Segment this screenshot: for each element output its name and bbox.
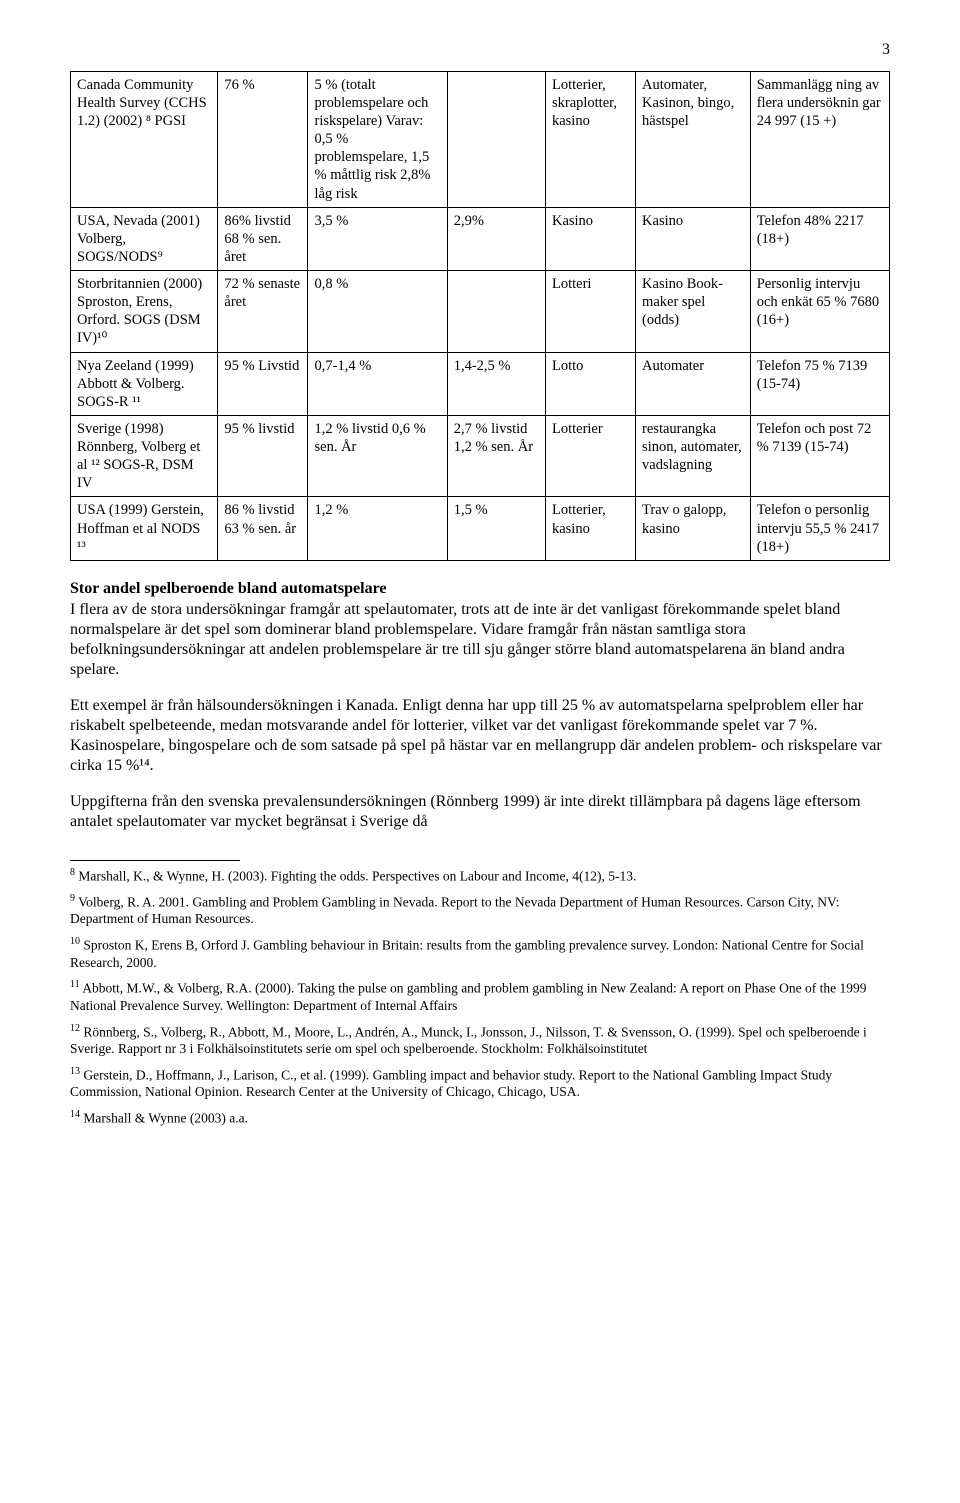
table-cell [447,271,545,353]
table-cell: Telefon och post 72 % 7139 (15-74) [750,415,889,497]
footnote: 12 Rönnberg, S., Volberg, R., Abbott, M.… [70,1023,890,1058]
table-cell: Telefon 48% 2217 (18+) [750,207,889,270]
footnote-text: Volberg, R. A. 2001. Gambling and Proble… [70,894,840,926]
table-cell: Lotterier [545,415,635,497]
table-cell: Lotteri [545,271,635,353]
footnote: 13 Gerstein, D., Hoffmann, J., Larison, … [70,1066,890,1101]
body-paragraph: Uppgifterna från den svenska prevalensun… [70,792,890,832]
footnote: 14 Marshall & Wynne (2003) a.a. [70,1109,890,1127]
table-cell: Telefon o personlig intervju 55,5 % 2417… [750,497,889,560]
table-row: Storbritannien (2000) Sproston, Erens, O… [71,271,890,353]
footnote-text: Marshall, K., & Wynne, H. (2003). Fighti… [75,868,636,883]
table-cell: 1,4-2,5 % [447,352,545,415]
subheading: Stor andel spelberoende bland automatspe… [70,579,890,600]
footnote-text: Abbott, M.W., & Volberg, R.A. (2000). Ta… [70,981,866,1013]
footnote-text: Sproston K, Erens B, Orford J. Gambling … [70,938,864,970]
table-cell: Kasino [636,207,751,270]
footnote: 11 Abbott, M.W., & Volberg, R.A. (2000).… [70,979,890,1014]
table-cell: Storbritannien (2000) Sproston, Erens, O… [71,271,218,353]
footnote-text: Gerstein, D., Hoffmann, J., Larison, C.,… [70,1067,832,1099]
table-cell: 5 % (totalt problemspelare och riskspela… [308,71,447,207]
prevalence-table: Canada Community Health Survey (CCHS 1.2… [70,71,890,561]
table-row: USA, Nevada (2001) Volberg, SOGS/NODS⁹86… [71,207,890,270]
table-cell: 95 % Livstid [218,352,308,415]
table-cell: 2,7 % livstid 1,2 % sen. År [447,415,545,497]
table-cell: Lotto [545,352,635,415]
footnote: 8 Marshall, K., & Wynne, H. (2003). Figh… [70,867,890,885]
footnote-mark: 10 [70,936,80,947]
footnote-text: Marshall & Wynne (2003) a.a. [80,1111,248,1126]
table-cell: Canada Community Health Survey (CCHS 1.2… [71,71,218,207]
table-cell: 1,5 % [447,497,545,560]
footnote-mark: 11 [70,979,80,990]
table-cell: Sammanlägg ning av flera undersöknin gar… [750,71,889,207]
table-cell: Sverige (1998) Rönnberg, Volberg et al ¹… [71,415,218,497]
table-cell: Personlig intervju och enkät 65 % 7680 (… [750,271,889,353]
table-cell: 1,2 % livstid 0,6 % sen. År [308,415,447,497]
page-number: 3 [70,40,890,61]
table-row: Nya Zeeland (1999) Abbott & Volberg. SOG… [71,352,890,415]
footnote-text: Rönnberg, S., Volberg, R., Abbott, M., M… [70,1024,867,1056]
footnote-separator [70,860,240,861]
table-cell: 1,2 % [308,497,447,560]
table-cell: 86 % livstid 63 % sen. år [218,497,308,560]
table-cell: 3,5 % [308,207,447,270]
table-cell: Lotterier, kasino [545,497,635,560]
table-cell: Telefon 75 % 7139 (15-74) [750,352,889,415]
table-cell [447,71,545,207]
footnote-mark: 13 [70,1066,80,1077]
table-row: Canada Community Health Survey (CCHS 1.2… [71,71,890,207]
table-cell: 0,7-1,4 % [308,352,447,415]
table-cell: 95 % livstid [218,415,308,497]
table-cell: USA, Nevada (2001) Volberg, SOGS/NODS⁹ [71,207,218,270]
table-cell: Kasino Book-maker spel (odds) [636,271,751,353]
table-row: USA (1999) Gerstein, Hoffman et al NODS … [71,497,890,560]
footnote-mark: 14 [70,1109,80,1120]
table-cell: restaurangka sinon, automater, vadslagni… [636,415,751,497]
footnote: 9 Volberg, R. A. 2001. Gambling and Prob… [70,893,890,928]
table-row: Sverige (1998) Rönnberg, Volberg et al ¹… [71,415,890,497]
table-cell: Automater [636,352,751,415]
footnote: 10 Sproston K, Erens B, Orford J. Gambli… [70,936,890,971]
table-cell: Trav o galopp, kasino [636,497,751,560]
table-cell: USA (1999) Gerstein, Hoffman et al NODS … [71,497,218,560]
table-cell: 2,9% [447,207,545,270]
table-cell: Kasino [545,207,635,270]
body-paragraph: Ett exempel är från hälsoundersökningen … [70,696,890,776]
table-cell: Automater, Kasinon, bingo, hästspel [636,71,751,207]
table-cell: Lotterier, skraplotter, kasino [545,71,635,207]
table-cell: 72 % senaste året [218,271,308,353]
footnote-mark: 12 [70,1023,80,1034]
table-cell: 0,8 % [308,271,447,353]
body-paragraph: I flera av de stora undersökningar framg… [70,600,890,680]
table-cell: 76 % [218,71,308,207]
table-cell: Nya Zeeland (1999) Abbott & Volberg. SOG… [71,352,218,415]
table-cell: 86% livstid 68 % sen. året [218,207,308,270]
